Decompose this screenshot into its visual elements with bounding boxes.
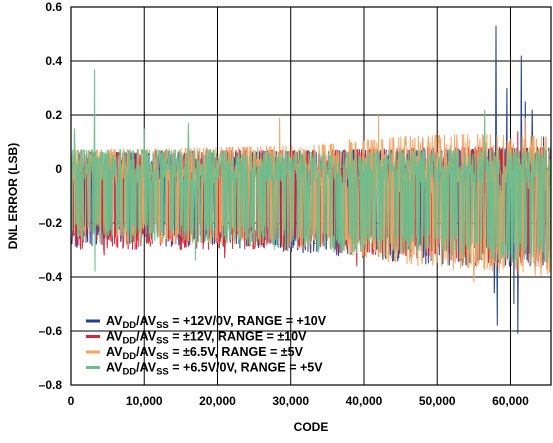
tick-labels: –0.8 –0.6 –0.4 –0.2 0 0.2 0.4 0.6 0 10,000 20,000 3…: [39, 0, 529, 408]
x-tick-label: 60,000: [492, 394, 529, 408]
x-tick-label: 0: [68, 394, 75, 408]
legend-item-1: AVDD/AVSS = +12V/0V, RANGE = +10V: [86, 314, 327, 331]
legend-label-3: AVDD/AVSS = ±6.5V, RANGE = ±5V: [106, 345, 304, 362]
y-axis-title: DNL ERROR (LSB): [6, 143, 20, 249]
series-line-4: [71, 69, 551, 272]
x-tick-label: 50,000: [419, 394, 456, 408]
legend-item-3: AVDD/AVSS = ±6.5V, RANGE = ±5V: [86, 345, 304, 362]
legend: AVDD/AVSS = +12V/0V, RANGE = +10VAVDD/AV…: [86, 314, 327, 378]
y-tick-label: 0.2: [45, 108, 62, 122]
legend-label-4: AVDD/AVSS = +6.5V/0V, RANGE = +5V: [106, 361, 323, 378]
x-tick-label: 10,000: [126, 394, 163, 408]
x-tick-label: 30,000: [272, 394, 309, 408]
legend-item-2: AVDD/AVSS = ±12V, RANGE = ±10V: [86, 330, 307, 347]
y-tick-label: –0.2: [39, 216, 63, 230]
x-tick-label: 40,000: [346, 394, 383, 408]
y-tick-label: –0.8: [39, 378, 63, 392]
legend-label-1: AVDD/AVSS = +12V/0V, RANGE = +10V: [106, 314, 327, 331]
y-tick-label: 0.6: [45, 0, 62, 14]
y-tick-label: –0.6: [39, 324, 63, 338]
x-tick-label: 20,000: [199, 394, 236, 408]
y-tick-label: 0.4: [45, 54, 62, 68]
legend-label-2: AVDD/AVSS = ±12V, RANGE = ±10V: [106, 330, 307, 347]
plot-frame: [70, 6, 552, 386]
legend-item-4: AVDD/AVSS = +6.5V/0V, RANGE = +5V: [86, 361, 323, 378]
series-layer: [71, 25, 551, 334]
x-axis-title: CODE: [294, 420, 329, 434]
y-tick-label: –0.4: [39, 270, 63, 284]
y-tick-label: 0: [55, 162, 62, 176]
